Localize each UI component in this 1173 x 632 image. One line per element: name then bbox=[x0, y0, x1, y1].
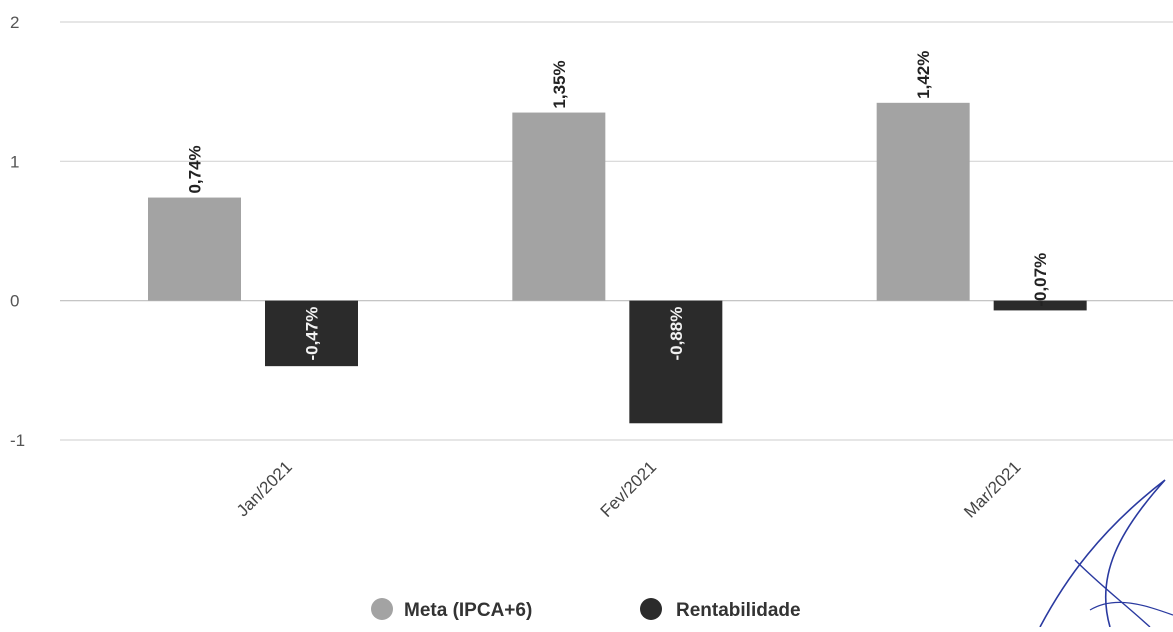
bar-rentabilidade bbox=[629, 300, 723, 424]
legend-label: Rentabilidade bbox=[676, 600, 801, 621]
bar-meta bbox=[512, 112, 606, 301]
data-label: -0,88% bbox=[667, 307, 686, 361]
x-category-label: Fev/2021 bbox=[597, 457, 661, 521]
data-label: 1,42% bbox=[914, 51, 933, 99]
y-tick-label: 1 bbox=[10, 152, 19, 171]
x-category-label: Jan/2021 bbox=[233, 457, 296, 520]
gridlines bbox=[60, 21, 1173, 441]
data-label: -0,07% bbox=[1031, 253, 1050, 307]
data-label: 1,35% bbox=[550, 60, 569, 108]
legend-marker bbox=[640, 598, 662, 620]
bar-rentabilidade bbox=[993, 300, 1087, 311]
legend-marker bbox=[371, 598, 393, 620]
data-label: 0,74% bbox=[186, 145, 205, 193]
y-tick-label: -1 bbox=[10, 431, 25, 450]
y-tick-label: 0 bbox=[10, 292, 19, 311]
legend-label: Meta (IPCA+6) bbox=[404, 600, 532, 621]
y-tick-label: 2 bbox=[10, 13, 19, 32]
bars bbox=[148, 102, 1087, 424]
x-axis-category-labels: Jan/2021 Fev/2021 Mar/2021 bbox=[233, 457, 1025, 521]
data-label: -0,47% bbox=[303, 307, 322, 361]
y-axis-ticks: 2 1 0 -1 bbox=[10, 13, 25, 450]
bar-rentabilidade bbox=[265, 300, 358, 367]
signature-mark bbox=[1039, 479, 1173, 628]
legend: Meta (IPCA+6) Rentabilidade bbox=[371, 598, 801, 621]
bar-meta bbox=[148, 197, 241, 301]
x-category-label: Mar/2021 bbox=[960, 457, 1024, 521]
bar-meta bbox=[876, 102, 970, 301]
data-labels: 0,74% -0,47% 1,35% -0,88% 1,42% -0,07% bbox=[186, 51, 1051, 361]
